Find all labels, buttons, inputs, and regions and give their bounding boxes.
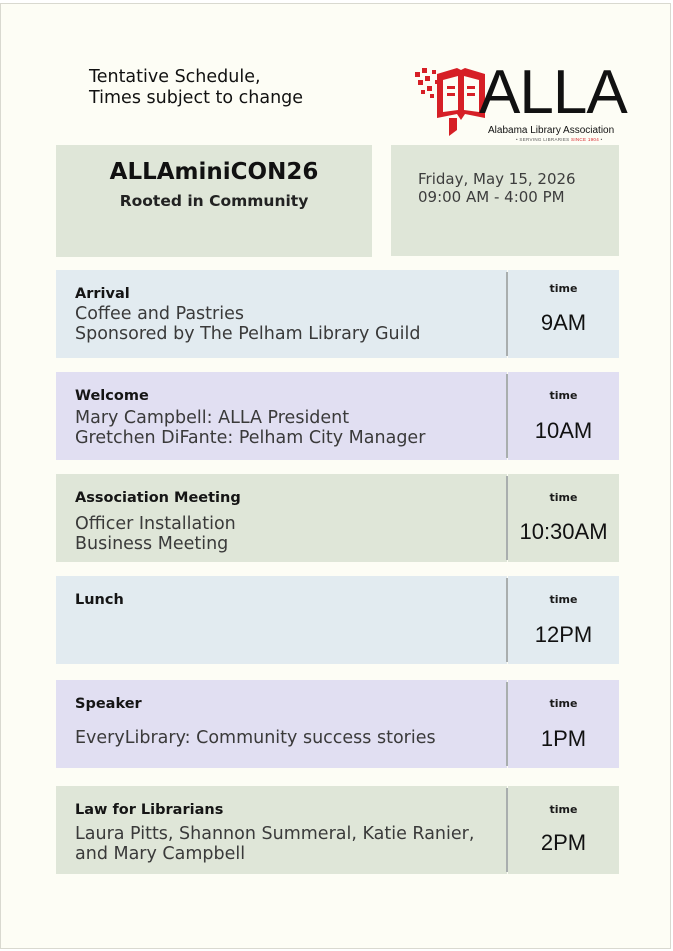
event-date-box: Friday, May 15, 2026 09:00 AM - 4:00 PM [391, 145, 619, 256]
event-date: Friday, May 15, 2026 [418, 170, 576, 188]
schedule-page: Tentative Schedule, Times subject to cha… [0, 3, 671, 949]
session-title: Lunch [75, 592, 124, 608]
event-theme: Rooted in Community [119, 192, 309, 210]
note-line: Tentative Schedule, [89, 67, 261, 87]
schedule-row-law-for-librarians: Law for Librarians Laura Pitts, Shannon … [56, 786, 619, 874]
row-divider [506, 788, 508, 872]
time-label: time [549, 491, 578, 504]
session-details: Welcome Mary Campbell: ALLA President Gr… [56, 372, 507, 460]
session-time-box: time 9AM [508, 270, 619, 358]
event-title: ALLAminiCON26 [109, 159, 319, 185]
logo-tagline-suffix: • [599, 137, 603, 142]
session-line: Mary Campbell: ALLA President [75, 408, 350, 428]
logo-tagline-prefix: • SERVING LIBRARIES [516, 137, 572, 142]
session-details: Law for Librarians Laura Pitts, Shannon … [56, 786, 507, 874]
row-divider [506, 476, 508, 560]
note-line: Times subject to change [89, 88, 304, 108]
schedule-row-association-meeting: Association Meeting Officer Installation… [56, 474, 619, 562]
session-title: Speaker [75, 696, 142, 712]
book-icon [415, 68, 485, 136]
schedule-row-welcome: Welcome Mary Campbell: ALLA President Gr… [56, 372, 619, 460]
session-title: Welcome [75, 388, 149, 404]
time-label: time [549, 282, 578, 295]
logo-wordmark: ALLA [479, 58, 628, 127]
schedule-row-speaker: Speaker EveryLibrary: Community success … [56, 680, 619, 768]
session-line: Gretchen DiFante: Pelham City Manager [75, 428, 426, 448]
session-time-box: time 10AM [508, 372, 619, 460]
row-divider [506, 374, 508, 458]
session-title: Association Meeting [75, 490, 241, 506]
time-label: time [549, 593, 578, 606]
row-divider [506, 682, 508, 766]
session-details: Arrival Coffee and Pastries Sponsored by… [56, 270, 507, 358]
session-time: 10AM [534, 418, 593, 443]
session-line: Business Meeting [75, 534, 229, 554]
alla-logo: ALLA Alabama Library Association • SERVI… [413, 60, 628, 142]
row-divider [506, 272, 508, 356]
logo-tagline-since: SINCE 1904 [571, 137, 600, 142]
session-line: EveryLibrary: Community success stories [75, 728, 436, 748]
event-hours: 09:00 AM - 4:00 PM [418, 188, 565, 206]
session-line: and Mary Campbell [75, 844, 246, 864]
session-time-box: time 1PM [508, 680, 619, 768]
session-line: Laura Pitts, Shannon Summeral, Katie Ran… [75, 824, 475, 844]
event-title-box: ALLAminiCON26 Rooted in Community [56, 145, 372, 257]
session-title: Law for Librarians [75, 802, 224, 818]
session-time-box: time 2PM [508, 786, 619, 874]
schedule-row-arrival: Arrival Coffee and Pastries Sponsored by… [56, 270, 619, 358]
logo-org-name: Alabama Library Association [488, 125, 615, 136]
session-time-box: time 10:30AM [508, 474, 619, 562]
session-time-box: time 12PM [508, 576, 619, 664]
time-label: time [549, 697, 578, 710]
schedule-row-lunch: Lunch time 12PM [56, 576, 619, 664]
session-time: 10:30AM [519, 519, 608, 544]
logo-tagline: • SERVING LIBRARIES SINCE 1904 • [516, 137, 602, 142]
time-label: time [549, 389, 578, 402]
time-label: time [549, 803, 578, 816]
session-time: 12PM [534, 622, 593, 647]
session-time: 1PM [540, 726, 587, 751]
session-time: 2PM [540, 830, 587, 855]
session-time: 9AM [540, 310, 587, 335]
session-details: Association Meeting Officer Installation… [56, 474, 507, 562]
session-details: Speaker EveryLibrary: Community success … [56, 680, 507, 768]
session-line: Officer Installation [75, 514, 236, 534]
session-line: Coffee and Pastries [75, 304, 244, 324]
session-line: Sponsored by The Pelham Library Guild [75, 324, 421, 344]
row-divider [506, 578, 508, 662]
session-title: Arrival [75, 286, 130, 302]
session-details: Lunch [56, 576, 507, 664]
schedule-note: Tentative Schedule, Times subject to cha… [89, 67, 303, 109]
